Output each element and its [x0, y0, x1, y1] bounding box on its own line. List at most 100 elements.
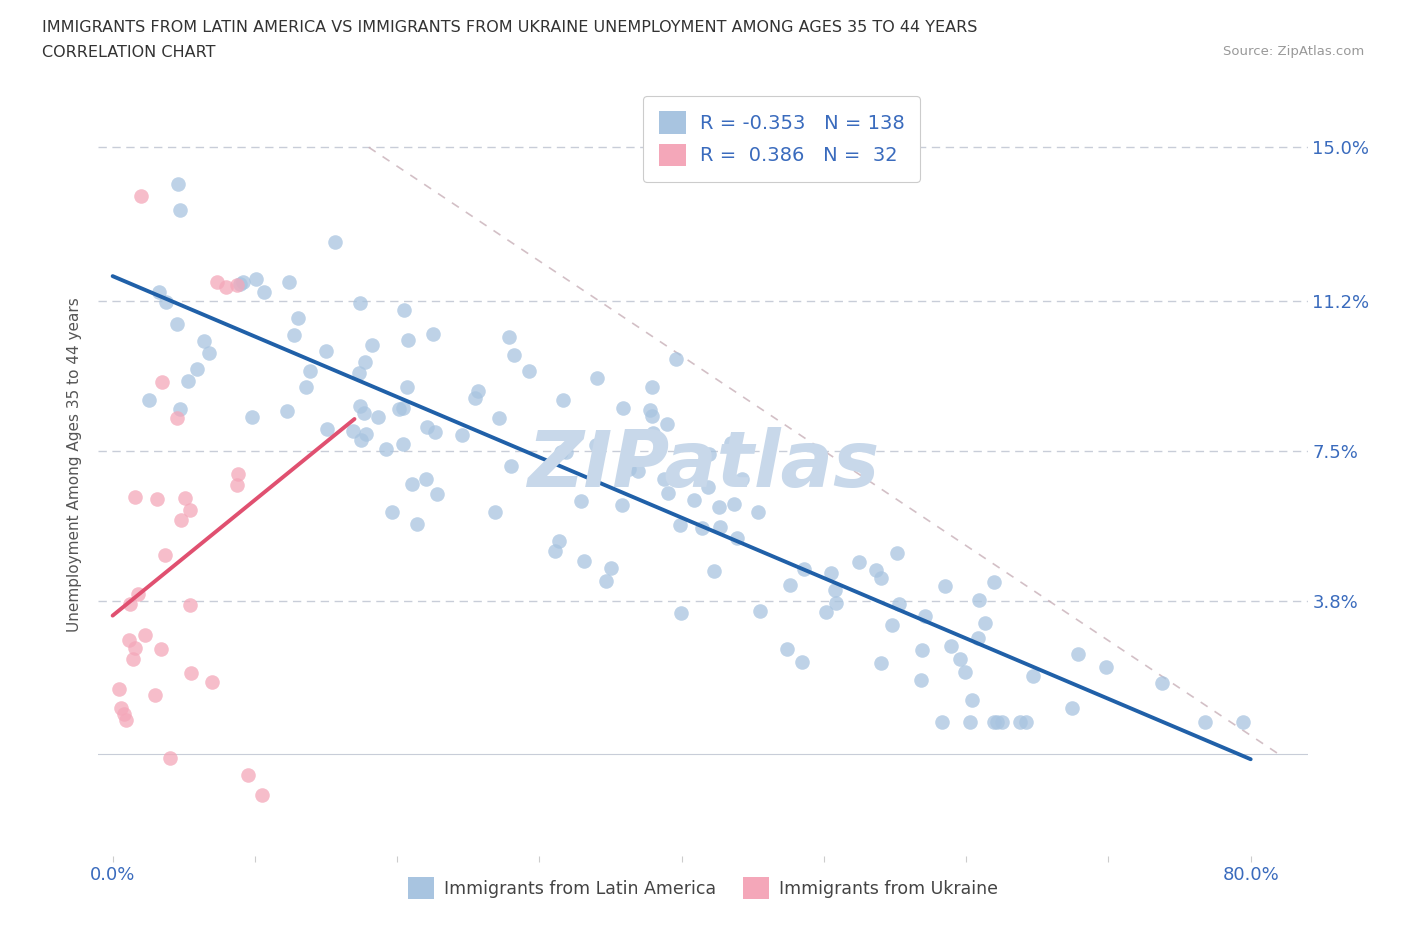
Point: [392, 303, 415, 318]
Point: [793, 561, 815, 576]
Point: [555, 445, 578, 459]
Point: [498, 329, 520, 344]
Point: [709, 499, 731, 514]
Point: [110, 700, 132, 715]
Point: [709, 519, 731, 534]
Point: [548, 533, 571, 548]
Point: [655, 417, 678, 432]
Point: [315, 343, 337, 358]
Point: [610, 498, 633, 512]
Y-axis label: Unemployment Among Ages 35 to 44 years: Unemployment Among Ages 35 to 44 years: [67, 298, 83, 632]
Point: [617, 461, 640, 476]
Point: [179, 503, 201, 518]
Point: [910, 672, 932, 687]
Point: [983, 714, 1005, 729]
Point: [665, 352, 688, 366]
Point: [350, 432, 373, 447]
Point: [166, 411, 188, 426]
Point: [595, 573, 617, 588]
Point: [392, 400, 415, 415]
Point: [585, 370, 607, 385]
Point: [423, 425, 446, 440]
Point: [749, 603, 772, 618]
Point: [353, 354, 375, 369]
Point: [353, 405, 375, 420]
Point: [226, 467, 249, 482]
Point: [574, 553, 596, 568]
Point: [641, 425, 664, 440]
Point: [298, 364, 321, 379]
Point: [1152, 676, 1174, 691]
Point: [283, 327, 305, 342]
Point: [236, 767, 259, 782]
Point: [215, 279, 238, 294]
Point: [295, 379, 318, 394]
Point: [349, 398, 371, 413]
Point: [149, 641, 172, 656]
Point: [174, 491, 197, 506]
Point: [422, 326, 444, 341]
Point: [1010, 714, 1032, 729]
Point: [166, 316, 188, 331]
Point: [159, 751, 181, 765]
Point: [731, 472, 754, 486]
Point: [869, 656, 891, 671]
Point: [467, 384, 489, 399]
Point: [669, 517, 692, 532]
Point: [166, 177, 188, 192]
Point: [652, 472, 675, 487]
Point: [451, 427, 474, 442]
Point: [169, 513, 191, 528]
Point: [967, 592, 990, 607]
Point: [723, 497, 745, 512]
Point: [696, 480, 718, 495]
Point: [392, 437, 415, 452]
Point: [179, 598, 201, 613]
Point: [124, 641, 146, 656]
Point: [138, 392, 160, 407]
Point: [612, 401, 634, 416]
Point: [638, 403, 661, 418]
Point: [934, 579, 956, 594]
Point: [641, 379, 664, 394]
Point: [245, 272, 267, 286]
Point: [690, 521, 713, 536]
Point: [124, 489, 146, 504]
Point: [792, 655, 814, 670]
Point: [395, 379, 418, 394]
Point: [551, 392, 574, 407]
Point: [121, 651, 143, 666]
Point: [146, 491, 169, 506]
Point: [779, 578, 801, 592]
Point: [381, 504, 404, 519]
Point: [120, 596, 142, 611]
Point: [886, 545, 908, 560]
Point: [641, 408, 664, 423]
Point: [814, 604, 837, 619]
Point: [240, 409, 263, 424]
Point: [949, 652, 972, 667]
Point: [426, 487, 449, 502]
Point: [887, 596, 910, 611]
Point: [253, 285, 276, 299]
Point: [825, 596, 848, 611]
Point: [229, 277, 252, 292]
Point: [747, 504, 769, 519]
Point: [914, 609, 936, 624]
Point: [375, 442, 398, 457]
Point: [1015, 714, 1038, 729]
Point: [129, 189, 152, 204]
Point: [415, 472, 437, 486]
Point: [388, 402, 411, 417]
Point: [599, 561, 621, 576]
Point: [205, 274, 228, 289]
Point: [169, 402, 191, 417]
Point: [278, 274, 301, 289]
Point: [725, 530, 748, 545]
Point: [148, 285, 170, 299]
Point: [201, 674, 224, 689]
Point: [657, 485, 679, 500]
Point: [342, 423, 364, 438]
Point: [1232, 714, 1254, 729]
Point: [703, 564, 725, 578]
